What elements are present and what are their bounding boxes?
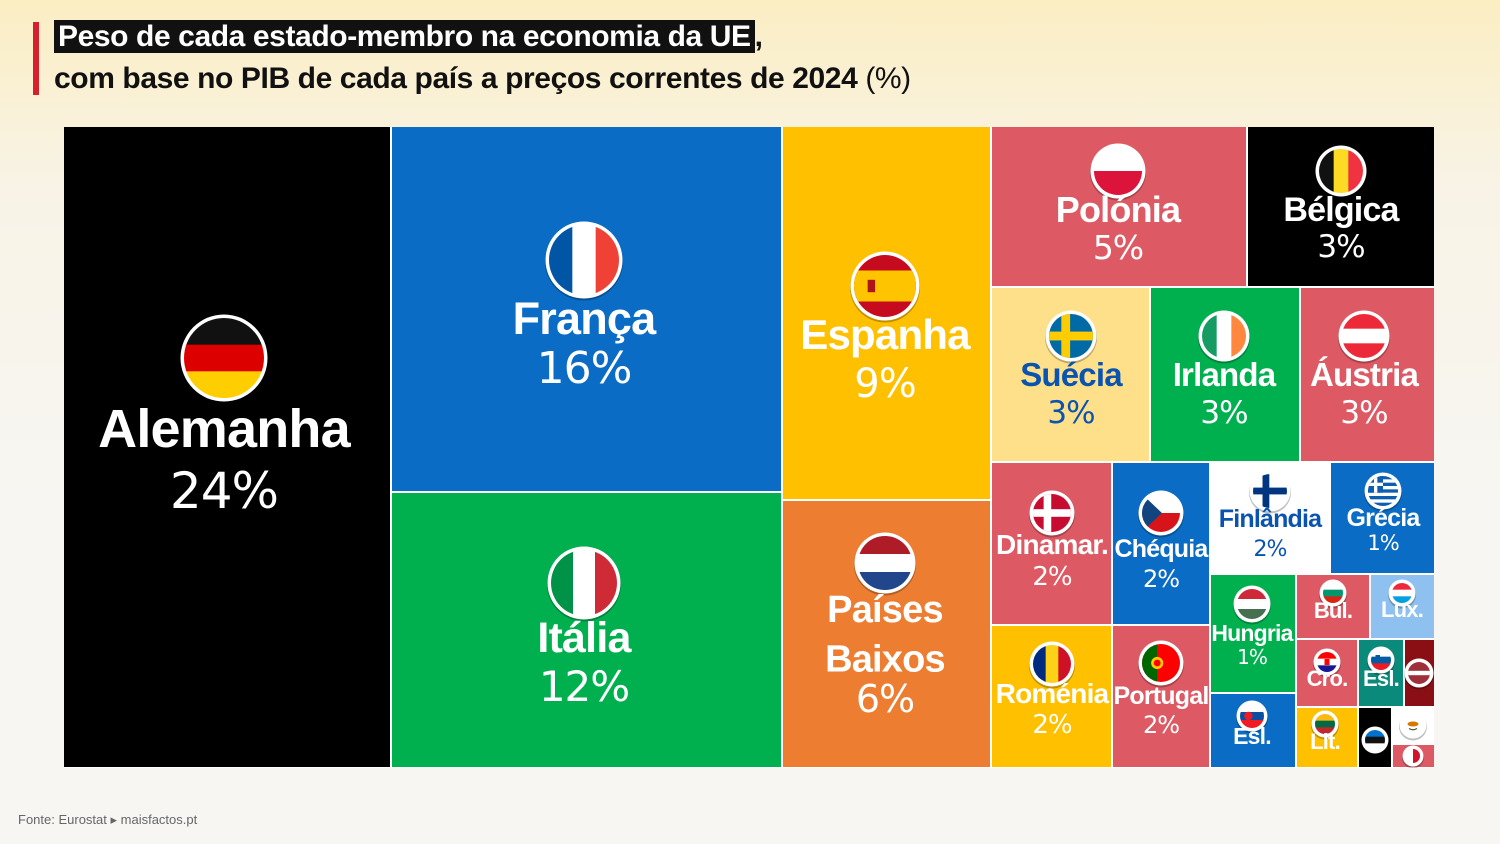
source-note: Fonte: Eurostat ▸ maisfactos.pt [18, 812, 198, 827]
tile-value-hungria-16: 1% [1237, 645, 1267, 669]
tile-value-belgica-6: 3% [1317, 229, 1364, 265]
tile-label-irlanda-8: Irlanda [1173, 356, 1277, 393]
tile-value-finlandia-12: 2% [1254, 537, 1287, 562]
tile-label-lit-23: Lit. [1310, 729, 1340, 754]
tile-value-suecia-7: 3% [1047, 395, 1094, 431]
flag-sweden-icon [1045, 310, 1097, 364]
tile-label-polonia-5: Polónia [1056, 189, 1182, 230]
tile-label-alemanha-0: Alemanha [98, 399, 351, 459]
tile-value-espanha-3: 9% [854, 361, 915, 407]
flag-denmark-icon [1029, 490, 1075, 538]
flag-malta-icon [1402, 745, 1424, 768]
tile-label-esl-21: Esl. [1363, 666, 1399, 691]
tile-value-alemanha-0: 24% [170, 462, 278, 520]
tile-label-cro-20: Cro. [1307, 666, 1348, 691]
tile-label-chequia-11: Chéquia [1114, 535, 1209, 563]
title-line1-rest: , [754, 20, 763, 53]
flag-slovakia-icon [1236, 700, 1268, 734]
flag-italy-icon [547, 546, 621, 622]
flag-croatia-icon [1313, 648, 1341, 678]
flag-ireland-icon [1198, 310, 1250, 364]
tile-label-franca-1: França [513, 293, 658, 344]
tile-label-lux-19: Lux. [1381, 597, 1423, 622]
tile-franca-1 [392, 127, 781, 491]
flag-cyprus-icon [1399, 711, 1427, 741]
tile-label-espanha-3: Espanha [800, 311, 971, 358]
flag-latvia-icon [1404, 658, 1434, 690]
tile-value-dinamar-10: 2% [1032, 562, 1072, 592]
tile-value-romenia-14: 2% [1032, 710, 1072, 740]
tile-label-hungria-16: Hungria [1211, 620, 1293, 646]
flag-poland-icon [1090, 143, 1146, 201]
tile-value-portugal-15: 2% [1143, 711, 1179, 739]
flag-luxembourg-icon [1388, 579, 1416, 609]
tile-value-chequia-11: 2% [1143, 565, 1179, 593]
tile-label-bul-18: Bul. [1314, 598, 1352, 623]
flag-lithuania-icon [1311, 710, 1339, 740]
flag-austria-icon [1338, 310, 1390, 364]
flag-estonia-icon [1361, 726, 1389, 756]
tile-label-grecia-13: Grécia [1346, 504, 1421, 532]
flag-bulgaria-icon [1319, 579, 1347, 609]
flag-czechia-icon [1138, 490, 1184, 538]
tile-label-esl-17: Esl. [1233, 723, 1271, 749]
tile-label-suecia-7: Suécia [1020, 356, 1123, 393]
flag-netherlands-icon [854, 532, 916, 596]
title-line2: com base no PIB de cada país a preços co… [54, 62, 858, 95]
tile-alemanha-0 [64, 127, 390, 767]
tile-value-irlanda-8: 3% [1200, 395, 1247, 431]
tile-value-grecia-13: 1% [1367, 531, 1398, 555]
flag-belgium-icon [1315, 145, 1367, 199]
title-accent-bar [33, 22, 39, 95]
tile-label-italia-2: Itália [537, 614, 632, 662]
tile-label-finlandia-12: Finlândia [1219, 505, 1323, 533]
tile-value-austria-9: 3% [1340, 395, 1387, 431]
tile-italia-2 [392, 493, 781, 767]
tile-label-romenia-14: Roménia [996, 678, 1110, 709]
tile-value-italia-2: 12% [539, 662, 629, 711]
flag-france-icon [545, 221, 623, 301]
flag-portugal-icon [1138, 640, 1184, 688]
tile-chequia-11 [1113, 463, 1209, 624]
tile-label-paises-baixos-4: Países Baixos [825, 589, 945, 680]
flag-romania-icon [1029, 641, 1075, 689]
tile-value-franca-1: 16% [537, 343, 632, 394]
chart-title: Peso de cada estado-membro na economia d… [54, 16, 911, 100]
title-unit: (%) [865, 62, 911, 95]
tile-value-polonia-5: 5% [1093, 228, 1143, 267]
flag-greece-icon [1364, 472, 1402, 512]
flag-finland-icon [1249, 470, 1291, 514]
tile-label-belgica-6: Bélgica [1283, 191, 1400, 229]
flag-hungary-icon [1233, 585, 1271, 625]
flag-slovenia-icon [1367, 646, 1395, 676]
title-line1-highlight: Peso de cada estado-membro na economia d… [54, 20, 755, 53]
tile-label-austria-9: Áustria [1310, 356, 1420, 393]
tile-value-paises-baixos-4: 6% [856, 677, 914, 721]
tile-label-dinamar-10: Dinamar. [996, 529, 1108, 560]
tile-label-portugal-15: Portugal [1114, 682, 1209, 710]
tile-dinamar-10 [992, 463, 1111, 624]
flag-germany-icon [180, 314, 268, 404]
flag-spain-icon [850, 251, 920, 323]
